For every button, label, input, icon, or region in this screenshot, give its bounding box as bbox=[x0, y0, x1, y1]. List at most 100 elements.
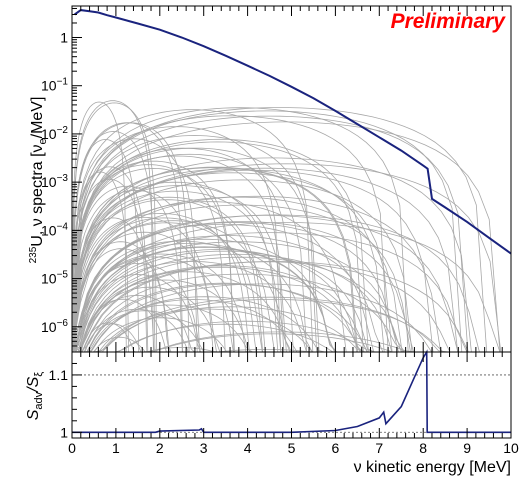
background-spectrum-curve bbox=[71, 190, 282, 353]
background-spectrum-curve bbox=[71, 153, 308, 353]
background-spectrum-curve bbox=[72, 323, 154, 353]
bottom-axis-ticks bbox=[71, 352, 512, 438]
spectra-panel: 1 10−1 10−2 10−3 10−4 10−5 10−6 Preliminary 23… bbox=[28, 5, 512, 353]
x-tick-label: 8 bbox=[419, 440, 427, 456]
ratio-panel: 11.1 0 1 2 3 4 5 6 7 8 9 10 Sadv/Sξ ν kinetic ener… bbox=[25, 349, 519, 476]
background-spectrum-curve bbox=[71, 126, 282, 353]
bottom-y-tick-labels: 11.1 bbox=[49, 367, 69, 440]
top-y-axis-title: 235U, ν spectra [νe/MeV] bbox=[28, 97, 49, 264]
background-spectrum-curve bbox=[72, 260, 313, 353]
x-tick-labels: 0 1 2 3 4 5 6 7 8 9 10 bbox=[68, 440, 519, 456]
background-spectrum-curve bbox=[72, 310, 219, 353]
background-spectrum-curve bbox=[71, 155, 285, 353]
total-spectrum-line bbox=[74, 9, 512, 255]
background-spectrum-curve bbox=[71, 166, 358, 353]
background-spectrum-curve bbox=[71, 121, 501, 353]
background-spectrum-curve bbox=[71, 248, 172, 353]
background-spectrum-curve bbox=[71, 115, 469, 353]
background-spectrum-curve bbox=[71, 101, 127, 353]
background-spectrum-curve bbox=[72, 271, 298, 353]
background-spectrum-curve bbox=[71, 131, 156, 353]
background-spectrum-curve bbox=[72, 274, 204, 353]
background-spectrum-curve bbox=[71, 115, 389, 353]
background-spectrum-curve bbox=[71, 217, 257, 353]
bottom-y-tick-label: 1.1 bbox=[49, 367, 69, 383]
background-spectrum-curve bbox=[72, 273, 413, 353]
top-y-tick-label: 10−4 bbox=[41, 221, 68, 238]
background-spectrum-curve bbox=[71, 172, 393, 353]
background-spectrum-curve bbox=[72, 286, 228, 353]
x-tick-label: 10 bbox=[503, 440, 519, 456]
background-spectrum-curve bbox=[71, 246, 338, 353]
background-spectrum-curve bbox=[72, 296, 339, 353]
background-spectrum-curve bbox=[71, 179, 413, 353]
bottom-y-axis-title: Sadv/Sξ bbox=[25, 372, 45, 421]
background-spectrum-curve bbox=[72, 323, 379, 353]
background-spectrum-curve bbox=[71, 107, 409, 353]
x-tick-label: 7 bbox=[375, 440, 383, 456]
top-y-tick-label: 1 bbox=[60, 29, 68, 45]
background-spectrum-curve bbox=[72, 263, 204, 353]
ratio-sub1: adv bbox=[33, 391, 45, 409]
background-spectrum-curve bbox=[72, 279, 258, 353]
background-spectrum-curve bbox=[71, 110, 463, 353]
x-tick-label: 5 bbox=[288, 440, 296, 456]
background-spectrum-curve bbox=[71, 109, 314, 353]
background-spectrum-curve bbox=[71, 240, 291, 353]
top-y-tick-label: 10−5 bbox=[41, 270, 68, 287]
x-tick-label: 1 bbox=[112, 440, 120, 456]
background-spectrum-curve bbox=[71, 220, 275, 353]
background-spectrum-curve bbox=[71, 249, 365, 353]
background-spectrum-curve bbox=[72, 320, 419, 353]
background-spectrum-curve bbox=[71, 217, 155, 353]
background-spectrum-curve bbox=[72, 261, 460, 353]
background-spectrum-curve bbox=[71, 221, 414, 353]
background-spectrum-curve bbox=[71, 232, 468, 353]
background-spectrum-curve bbox=[71, 212, 250, 353]
background-spectrum-curve bbox=[72, 283, 451, 353]
background-spectrum-curve bbox=[71, 102, 158, 353]
background-spectrum-curve bbox=[72, 282, 376, 353]
x-tick-label: 0 bbox=[68, 440, 76, 456]
background-spectrum-curve bbox=[71, 100, 154, 353]
x-axis-title: ν kinetic energy [MeV] bbox=[354, 459, 511, 476]
background-spectrum-curve bbox=[71, 241, 405, 353]
background-spectrum-curve bbox=[71, 185, 183, 353]
background-spectrum-curve bbox=[71, 166, 149, 353]
background-spectrum-curve bbox=[71, 167, 459, 353]
x-tick-label: 3 bbox=[200, 440, 208, 456]
background-spectrum-curve bbox=[71, 122, 190, 353]
x-tick-label: 6 bbox=[332, 440, 340, 456]
background-spectrum-curve bbox=[71, 196, 403, 353]
top-series-layer bbox=[74, 9, 512, 255]
ratio-mid: /S bbox=[25, 376, 42, 392]
background-spectrum-curve bbox=[71, 135, 318, 353]
background-spectrum-curve bbox=[72, 317, 249, 353]
top-y-tick-label: 10−2 bbox=[41, 125, 68, 142]
background-spectrum-curve bbox=[71, 107, 488, 353]
top-y-tick-label: 10−6 bbox=[41, 318, 68, 335]
background-spectrum-curve bbox=[72, 256, 410, 353]
ylabel-main: U, ν spectra [ν bbox=[29, 144, 46, 246]
background-spectrum-curve bbox=[71, 168, 385, 353]
ratio-sub2: ξ bbox=[33, 372, 45, 377]
background-spectrum-curve bbox=[71, 163, 502, 353]
background-spectrum-curve bbox=[71, 223, 375, 353]
ylabel-prefix: 235 bbox=[28, 246, 39, 263]
background-spectrum-curve bbox=[72, 298, 174, 353]
top-y-tick-labels: 1 10−1 10−2 10−3 10−4 10−5 10−6 bbox=[41, 29, 68, 334]
background-spectrum-curve bbox=[71, 167, 235, 353]
background-spectrum-curve bbox=[72, 308, 339, 353]
background-spectrum-curve bbox=[71, 164, 226, 353]
background-spectrum-curve bbox=[71, 185, 287, 353]
bottom-plot-frame bbox=[71, 351, 512, 439]
ratio-line bbox=[72, 349, 511, 434]
background-spectrum-curve bbox=[71, 242, 313, 353]
bottom-series-layer bbox=[72, 349, 511, 434]
preliminary-label: Preliminary bbox=[391, 10, 507, 33]
top-y-tick-label: 10−3 bbox=[41, 173, 68, 190]
background-spectrum-curve bbox=[72, 294, 201, 353]
x-tick-label: 2 bbox=[156, 440, 164, 456]
background-spectrum-curve bbox=[71, 222, 399, 353]
